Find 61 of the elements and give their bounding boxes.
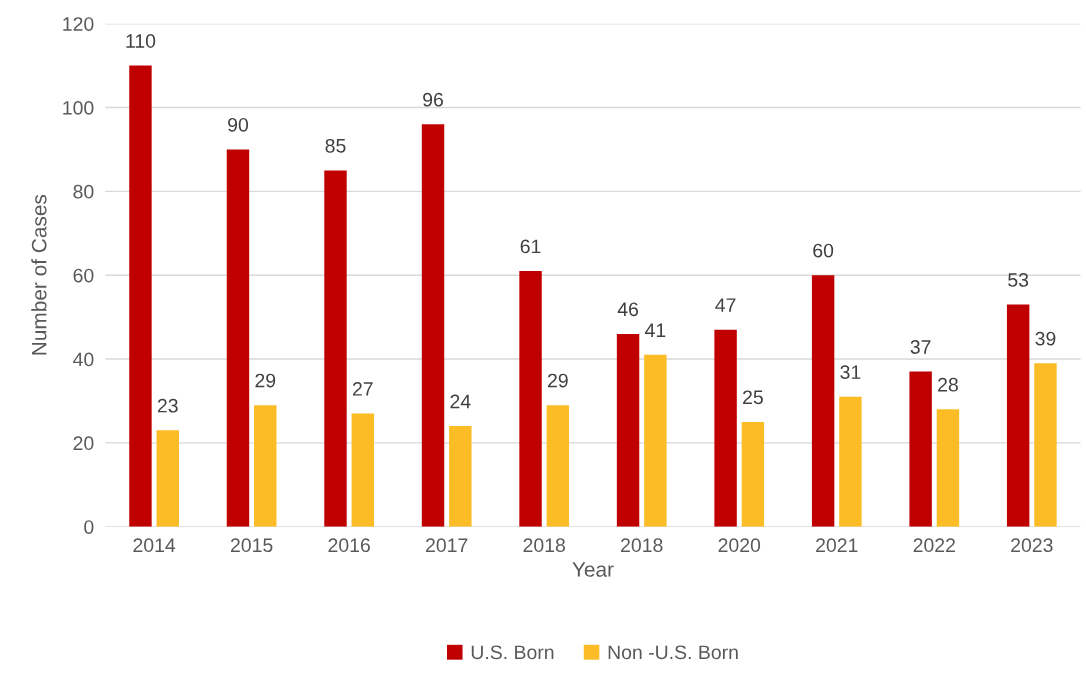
y-tick-label: 20 <box>73 436 94 451</box>
data-label: 25 <box>743 390 763 405</box>
bar <box>421 124 445 527</box>
data-label: 90 <box>228 117 249 132</box>
y-tick-label: 40 <box>73 352 94 367</box>
bar <box>1006 304 1030 527</box>
bar <box>1034 363 1057 527</box>
bar <box>616 333 640 527</box>
data-label: 39 <box>1035 331 1056 346</box>
data-label: 31 <box>840 365 861 380</box>
x-tick-label: 2018 <box>523 538 565 553</box>
x-axis-title: Year <box>572 562 614 577</box>
bar <box>811 275 835 527</box>
bar <box>839 396 862 527</box>
legend-label: U.S. Born <box>471 645 554 660</box>
x-tick-label: 2017 <box>426 538 468 553</box>
y-axis-title: Number of Cases <box>31 194 47 355</box>
data-label: 96 <box>423 92 443 107</box>
x-tick-label: 2014 <box>133 538 176 553</box>
x-tick-label: 2021 <box>816 538 858 553</box>
data-label: 41 <box>645 323 666 337</box>
bar <box>741 421 765 527</box>
y-tick-label: 100 <box>63 101 94 115</box>
data-label: 85 <box>325 138 346 153</box>
y-tick-label: 80 <box>73 184 94 199</box>
y-tick-label: 120 <box>63 17 94 31</box>
data-label: 53 <box>1008 273 1029 287</box>
bar <box>226 149 250 527</box>
bar <box>129 65 152 527</box>
bar <box>519 271 542 527</box>
x-tick-label: 2023 <box>1011 538 1053 553</box>
data-label: 110 <box>126 34 156 48</box>
data-label: 28 <box>938 377 958 392</box>
bar <box>936 409 960 527</box>
data-label: 37 <box>910 340 931 354</box>
y-tick-label: 60 <box>73 268 94 283</box>
bar <box>449 426 472 527</box>
y-tick-label: 0 <box>84 520 94 534</box>
bar <box>546 405 570 527</box>
data-label: 29 <box>255 373 276 388</box>
data-label: 46 <box>617 302 639 317</box>
bar <box>909 371 932 527</box>
bar <box>644 354 667 527</box>
data-label: 29 <box>548 373 568 388</box>
x-tick-label: 2020 <box>718 538 761 553</box>
data-label: 47 <box>715 298 736 312</box>
bar <box>254 405 277 527</box>
x-tick-label: 2022 <box>913 538 955 553</box>
legend-label: Non -U.S. Born <box>608 645 738 660</box>
data-label: 24 <box>450 394 471 409</box>
data-label: 61 <box>520 239 541 254</box>
data-label: 60 <box>813 243 834 258</box>
x-tick-label: 2018 <box>621 538 663 553</box>
x-tick-label: 2015 <box>230 538 273 553</box>
data-label: 23 <box>157 398 178 413</box>
x-tick-label: 2016 <box>328 538 370 553</box>
bar <box>351 413 375 527</box>
bar <box>714 329 737 527</box>
data-label: 27 <box>352 382 373 396</box>
bar <box>324 170 347 527</box>
bar <box>156 430 179 527</box>
